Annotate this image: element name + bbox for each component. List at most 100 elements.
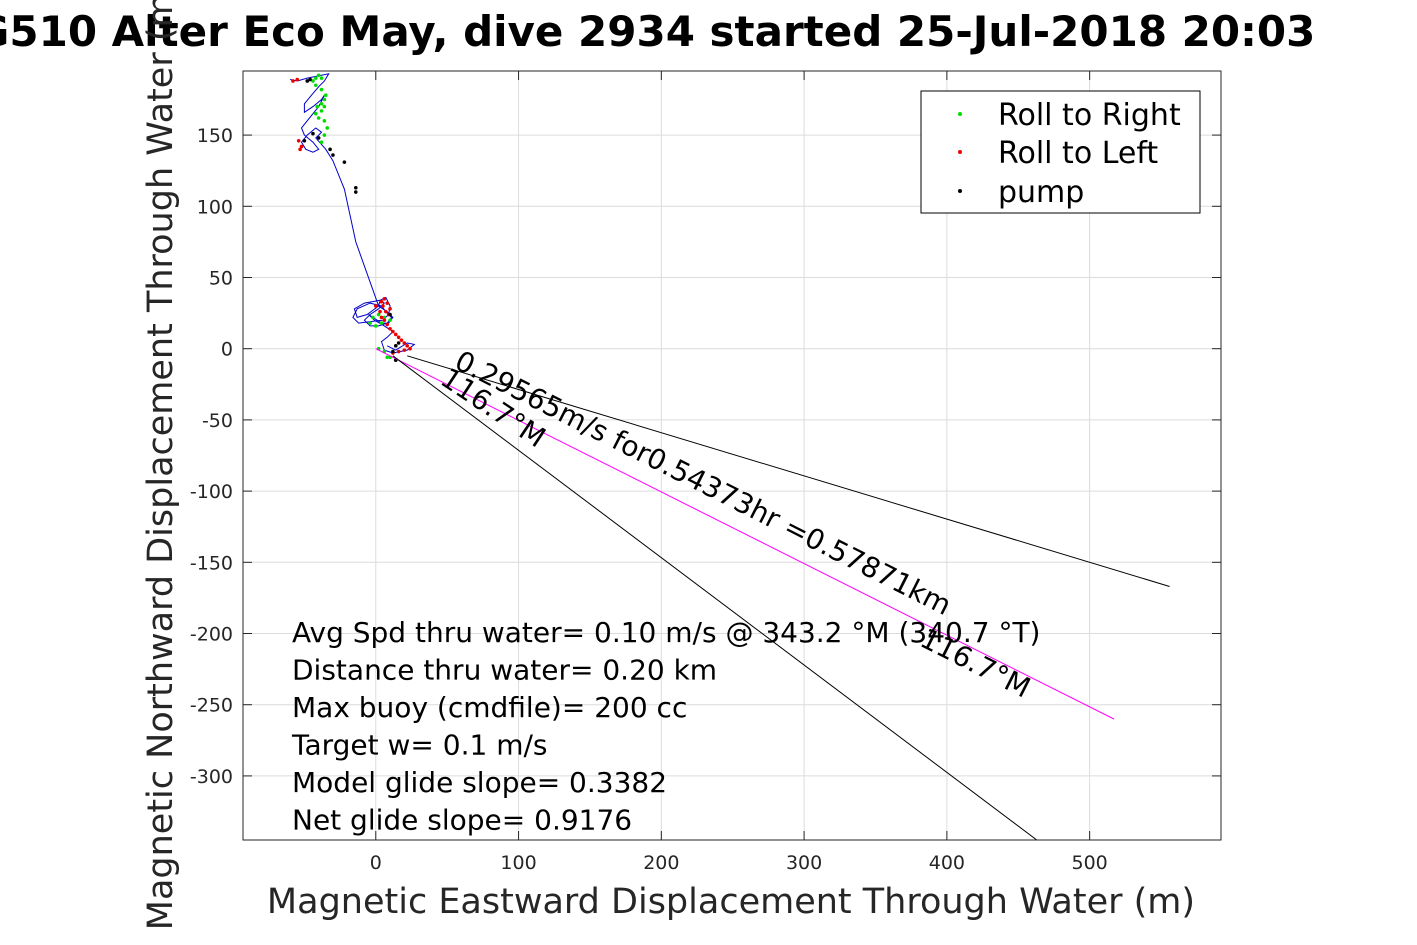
roll-to-right-point <box>324 93 328 98</box>
legend-marker-roll-right <box>958 112 962 116</box>
y-tick-label: -250 <box>190 695 233 717</box>
roll-to-right-point <box>316 116 321 120</box>
pump-point <box>311 131 315 136</box>
roll-to-right-point <box>371 315 375 320</box>
pump-point <box>391 349 395 354</box>
x-tick-label: 100 <box>500 852 536 874</box>
roll-to-left-point <box>299 144 304 149</box>
roll-to-left-point <box>399 338 404 342</box>
pump-point <box>393 344 398 348</box>
y-tick-label: 50 <box>209 267 233 289</box>
roll-to-right-point <box>382 315 387 320</box>
plot-frame <box>242 70 1222 841</box>
x-tick-label: 500 <box>1072 852 1108 874</box>
roll-to-right-point <box>322 133 327 137</box>
stats-note: Max buoy (cmdfile)= 200 cc <box>292 691 687 724</box>
roll-to-right-point <box>388 318 392 323</box>
roll-to-left-point <box>396 335 401 340</box>
pump-point <box>388 312 392 317</box>
y-tick-label: -150 <box>190 552 233 574</box>
roll-to-right-point <box>311 79 315 83</box>
roll-to-right-point <box>315 104 320 109</box>
notes: Avg Spd thru water= 0.10 m/s @ 343.2 °M … <box>291 616 1040 837</box>
x-tick-label: 300 <box>786 852 822 874</box>
legend-marker-pump <box>958 189 962 193</box>
y-tick-label: -300 <box>190 766 233 788</box>
roll-to-left-point <box>402 341 407 345</box>
roll-to-right-point <box>314 76 318 80</box>
roll-to-left-point <box>295 77 300 82</box>
y-tick-label: -100 <box>190 481 233 503</box>
roll-to-right-point <box>376 312 381 317</box>
roll-to-left-point <box>383 309 388 314</box>
roll-to-right-point <box>319 87 324 92</box>
roll-to-left-point <box>385 322 390 327</box>
y-tick-label: -50 <box>202 410 233 432</box>
roll-to-right-point <box>322 97 327 102</box>
roll-to-left-point <box>379 299 384 304</box>
0-29565m-s-for0-54373hr-0-57871km-line <box>375 348 1115 720</box>
roll-to-left-point <box>379 315 384 320</box>
roll-to-right-point <box>319 101 324 106</box>
stats-note: Avg Spd thru water= 0.10 m/s @ 343.2 °M … <box>292 616 1040 649</box>
pump-point <box>342 160 347 164</box>
roll-to-right-point <box>319 109 324 113</box>
pump-point <box>353 185 358 190</box>
stats-note: Target w= 0.1 m/s <box>291 729 548 762</box>
pump-point <box>305 79 310 83</box>
x-tick-label: 400 <box>929 852 965 874</box>
y-axis-label: Magnetic Northward Displacement Through … <box>141 0 181 930</box>
roll-to-right-point <box>314 111 318 116</box>
roll-to-left-point <box>385 301 390 305</box>
roll-to-left-point <box>391 329 395 334</box>
pump-point <box>316 136 321 140</box>
pump-point <box>328 147 332 152</box>
series-layer <box>289 73 1170 840</box>
legend-marker-roll-left <box>958 150 962 154</box>
pump-point <box>396 341 401 345</box>
roll-to-left-point <box>405 344 409 348</box>
roll-to-right-point <box>316 73 321 78</box>
x-tick-label: 0 <box>370 852 382 874</box>
roll-to-right-point <box>368 321 372 325</box>
envelope-lower-line <box>392 355 1038 840</box>
roll-to-left-point <box>393 332 398 337</box>
roll-to-left-point <box>402 348 407 352</box>
stats-note: Distance thru water= 0.20 km <box>292 654 717 687</box>
roll-to-left-point <box>382 318 387 323</box>
roll-to-left-point <box>388 326 392 331</box>
pump-point <box>331 153 335 157</box>
x-tick-label: 200 <box>643 852 679 874</box>
stats-note: Net glide slope= 0.9176 <box>292 804 632 837</box>
roll-to-right-point <box>319 140 324 145</box>
roll-to-left-point <box>382 297 387 301</box>
roll-to-right-point <box>373 324 378 328</box>
legend-box <box>920 90 1201 214</box>
roll-to-left-point <box>291 79 295 83</box>
envelope-upper-line <box>407 355 1170 587</box>
pump-point <box>302 138 307 143</box>
y-tick-label: 150 <box>197 125 233 147</box>
roll-to-left-point <box>388 307 392 311</box>
roll-to-right-point <box>314 83 318 88</box>
pump-point <box>353 190 358 194</box>
y-tick-label: 100 <box>197 196 233 218</box>
roll-to-right-point <box>322 104 327 109</box>
roll-to-right-point <box>319 76 324 80</box>
chart-title: SG510 Alter Eco May, dive 2934 started 2… <box>0 7 1315 56</box>
roll-to-right-point <box>379 321 384 325</box>
roll-to-right-point <box>385 355 390 360</box>
x-axis-label: Magnetic Eastward Displacement Through W… <box>267 882 1195 922</box>
roll-to-left-point <box>381 304 385 308</box>
roll-to-left-point <box>373 304 378 308</box>
ticks: 0 100 200 300 400 500150100500-50-100-150-200… <box>190 71 1221 874</box>
roll-to-left-point <box>296 138 301 143</box>
roll-to-left-point <box>408 346 412 351</box>
pump-point <box>308 77 312 82</box>
roll-to-left-point <box>298 147 302 152</box>
stats-note: Model glide slope= 0.3382 <box>292 766 667 799</box>
legend-label-pump: pump <box>998 175 1084 210</box>
roll-to-left-point <box>378 309 382 314</box>
legend: Roll to Right Roll to Left pump <box>920 90 1201 214</box>
